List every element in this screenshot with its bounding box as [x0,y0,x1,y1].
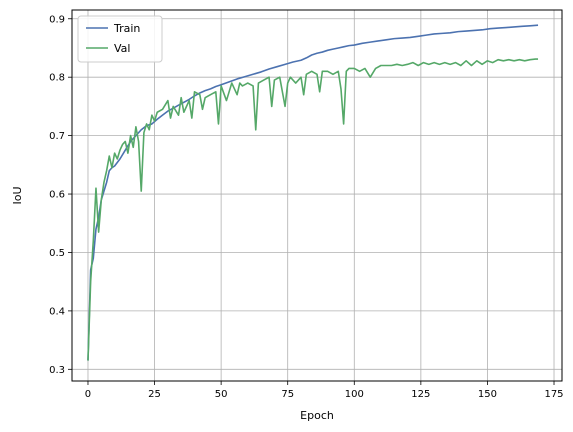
x-tick-label: 100 [345,389,364,400]
x-tick-label: 50 [215,389,228,400]
x-tick-label: 125 [411,389,430,400]
series-line-val [87,58,539,361]
x-axis-label: Epoch [300,409,334,422]
x-tick-label: 150 [478,389,497,400]
axis-ticks: 0 25 50 75 100 125 150 175 0.3 0.4 0.5 0.6 0.7 0.8 0.9 [49,14,563,400]
x-tick-label: 25 [148,389,161,400]
y-tick-label: 0.6 [49,190,65,201]
y-tick-label: 0.4 [49,306,65,317]
legend-label-train: Train [113,22,140,35]
y-tick-label: 0.9 [49,14,65,25]
legend-label-val: Val [114,42,130,55]
x-tick-label: 0 [85,389,91,400]
legend: Train Val [77,15,163,63]
y-tick-label: 0.8 [49,73,65,84]
x-tick-label: 175 [544,389,563,400]
series-lines [87,24,539,361]
y-tick-label: 0.5 [49,248,65,259]
x-tick-label: 75 [281,389,294,400]
y-tick-label: 0.7 [49,131,65,142]
plot-frame [71,9,563,382]
y-axis-label: IoU [11,186,24,204]
y-tick-label: 0.3 [49,365,65,376]
